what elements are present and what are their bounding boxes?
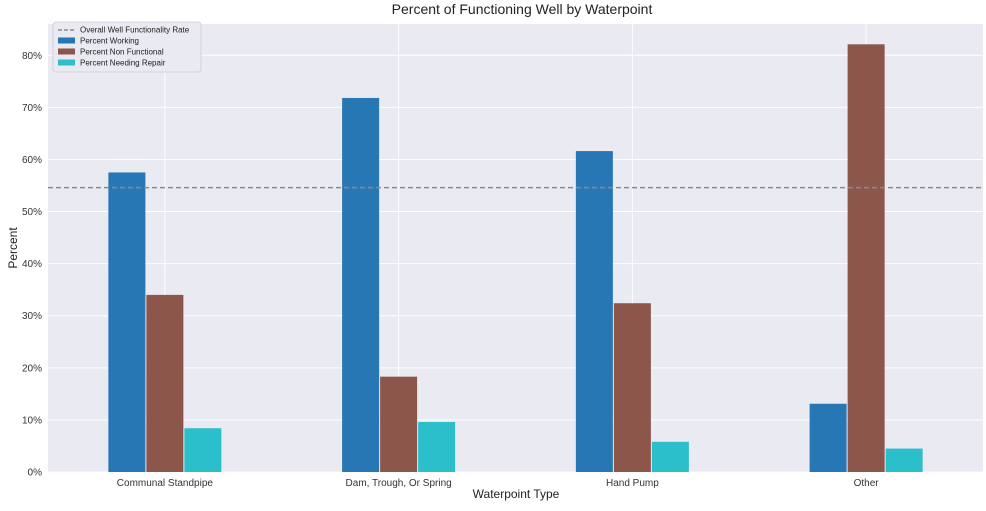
x-tick-label: Communal Standpipe [117,478,214,489]
y-axis-label: Percent [6,227,20,269]
bar [651,441,689,472]
x-tick-labels: Communal Standpipe Dam, Trough, Or Spring… [117,478,880,489]
y-tick-label: 10% [22,415,42,426]
bar [418,421,456,472]
y-tick-label: 40% [22,259,42,270]
bar [380,376,418,472]
y-tick-label: 70% [22,103,42,114]
bar [184,428,222,472]
bars [108,44,923,472]
y-tick-label: 0% [28,468,43,479]
legend-label: Percent Non Functional [80,48,164,57]
legend-swatch [58,48,75,55]
bar [613,303,651,472]
bar [847,44,885,472]
bar [342,97,380,472]
bar [108,172,146,472]
x-axis-label: Waterpoint Type [473,487,560,501]
y-tick-label: 60% [22,155,42,166]
bar [809,403,847,472]
legend: Overall Well Functionality Rate Percent W… [52,21,202,73]
y-tick-label: 80% [22,51,42,62]
chart-title: Percent of Functioning Well by Waterpoin… [392,1,653,17]
y-tick-labels: 0% 10% 20% 30% 40% 50% 60% 70% 80% [22,51,42,479]
bar [885,448,923,472]
y-tick-label: 30% [22,311,42,322]
plot-area [48,24,983,472]
x-tick-label: Other [854,478,880,489]
bar [575,151,613,472]
legend-label: Percent Working [80,37,139,46]
x-tick-label: Hand Pump [606,478,659,489]
y-tick-label: 50% [22,207,42,218]
x-tick-label: Dam, Trough, Or Spring [346,478,452,489]
legend-label: Percent Needing Repair [80,59,166,68]
legend-swatch [58,59,75,66]
legend-label: Overall Well Functionality Rate [80,26,190,35]
bar [146,294,184,472]
legend-swatch [58,37,75,44]
y-tick-label: 20% [22,363,42,374]
legend-box [52,21,202,73]
